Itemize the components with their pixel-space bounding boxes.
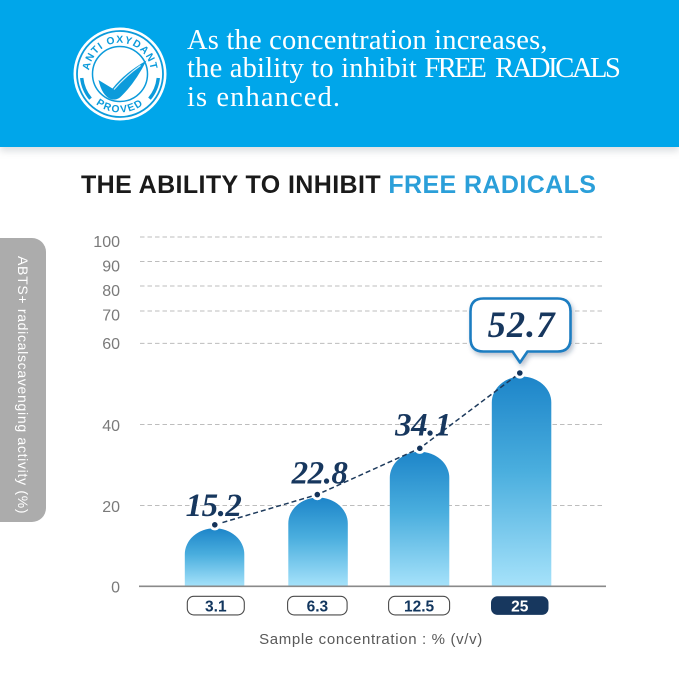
- svg-text:20: 20: [102, 499, 120, 516]
- svg-text:70: 70: [102, 308, 120, 325]
- svg-text:3.1: 3.1: [205, 598, 227, 615]
- svg-text:12.5: 12.5: [404, 598, 435, 615]
- svg-text:22.8: 22.8: [291, 456, 348, 492]
- svg-text:40: 40: [102, 418, 120, 435]
- svg-text:80: 80: [102, 283, 120, 300]
- svg-text:25: 25: [511, 598, 529, 615]
- svg-text:34.1: 34.1: [394, 408, 451, 444]
- svg-text:15.2: 15.2: [186, 488, 242, 524]
- svg-text:60: 60: [102, 336, 120, 353]
- svg-text:6.3: 6.3: [307, 598, 329, 615]
- svg-text:100: 100: [93, 234, 120, 251]
- svg-text:0: 0: [111, 579, 120, 596]
- svg-text:90: 90: [102, 258, 120, 275]
- svg-text:52.7: 52.7: [488, 304, 557, 345]
- svg-text:Sample concentration : % (v/v): Sample concentration : % (v/v): [259, 631, 483, 648]
